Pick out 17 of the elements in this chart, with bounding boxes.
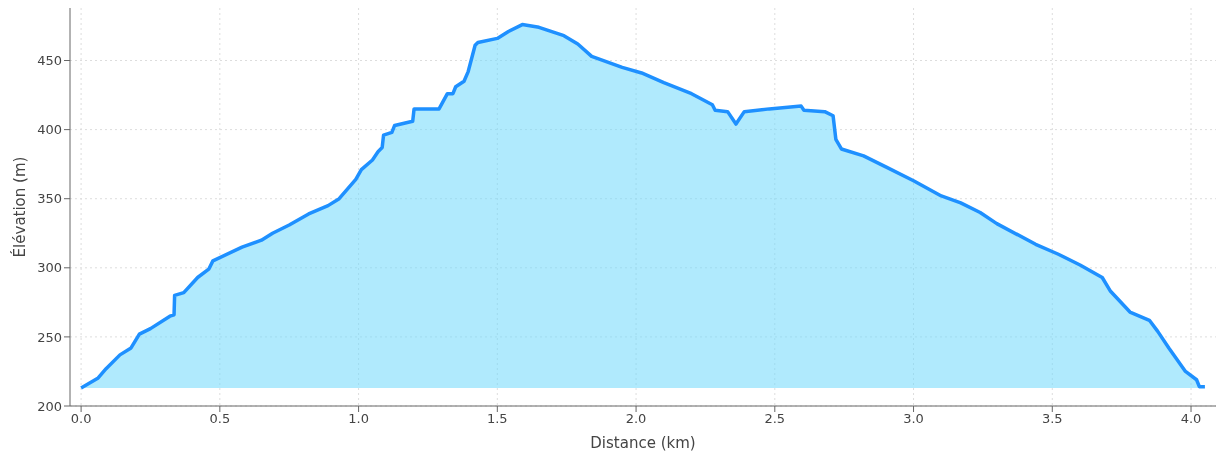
x-tick-label: 3.0 <box>903 411 924 427</box>
x-tick-label: 1.0 <box>348 411 369 427</box>
x-tick-label: 4.0 <box>1180 411 1202 427</box>
x-tick-label: 0.0 <box>70 411 92 427</box>
y-tick-label: 400 <box>37 122 62 138</box>
x-tick-label: 3.5 <box>1041 411 1063 427</box>
x-tick-label: 2.5 <box>764 411 786 427</box>
x-tick-label: 0.5 <box>209 411 231 427</box>
y-tick-label: 350 <box>37 191 62 207</box>
y-tick-label: 450 <box>37 53 62 69</box>
y-tick-label: 250 <box>37 329 62 345</box>
x-axis-title: Distance (km) <box>590 434 696 452</box>
x-tick-label: 2.0 <box>625 411 647 427</box>
y-tick-label: 200 <box>37 398 62 414</box>
y-axis-title: Élévation (m) <box>10 156 30 258</box>
y-tick-label: 300 <box>37 260 62 276</box>
x-tick-label: 1.5 <box>486 411 508 427</box>
